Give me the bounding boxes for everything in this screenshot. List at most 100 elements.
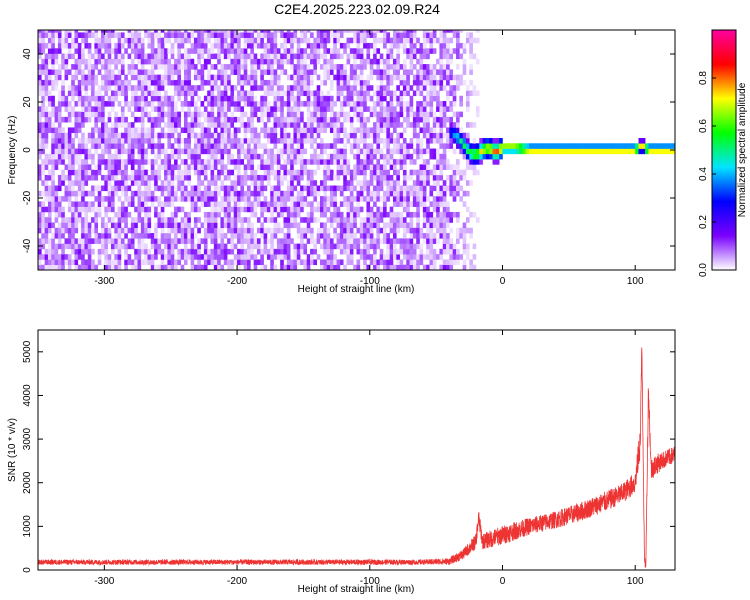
spectrogram-cell [399,32,404,38]
spectrogram-cell [492,159,497,165]
spectrogram-cell [197,32,201,38]
spectrogram-cell [449,90,454,97]
spectrogram-cell [359,53,364,60]
spectrogram-cell [383,196,387,202]
spectrogram-cell [386,254,390,260]
spectrogram-cell [54,58,59,65]
spectrogram-cell [290,201,294,207]
spectrogram-cell [389,53,394,60]
spectrogram-cell [140,53,145,60]
spectrogram-cell [422,32,427,38]
spectrogram-cell [286,222,291,229]
spectrogram-cell [67,233,72,239]
spectrogram-cell [87,227,92,234]
spectrogram-cell [97,164,102,170]
spectrogram-cell [94,101,99,107]
spectrogram-cell [392,106,397,112]
spectrogram-cell [303,90,308,97]
spectrogram-cell [432,127,437,134]
spectrogram-cell [91,127,95,134]
spectrogram-cell [273,201,278,207]
spectrogram-cell [442,101,447,107]
spectrogram-cell [74,85,79,91]
spectrogram-cell [329,248,334,255]
spectrogram-cell [107,238,112,244]
spectrogram-cell [203,264,208,270]
spectrogram-cell [333,32,337,38]
spectrogram-cell [256,238,261,244]
spectrogram-cell [223,101,228,107]
spectrogram-cell [396,37,400,44]
spectrogram-cell [150,164,155,170]
spectrogram-cell [67,185,72,192]
spectrogram-cell [117,53,122,60]
spectrogram-cell [469,69,473,75]
spectrogram-cell [293,211,298,218]
spectrogram-cell [300,196,304,202]
spectrogram-cell [183,79,188,86]
spectrogram-cell [223,90,228,97]
spectrogram-cell [572,143,576,149]
spectrogram-cell [250,169,254,176]
spectrogram-cell [416,106,420,112]
spectrogram-cell [38,53,42,60]
spectrogram-cell [213,164,218,170]
spectrogram-cell [114,74,118,81]
spectrogram-cell [449,238,454,244]
spectrogram-cell [237,259,241,266]
spectrogram-cell [97,190,102,197]
spectrogram-cell [260,42,264,49]
spectrogram-cell [499,143,503,149]
spectrogram-cell [44,217,49,223]
spectrogram-cell [296,233,301,239]
spectrogram-cell [392,264,397,270]
spectrogram-cell [157,111,162,118]
spectrogram-cell [187,164,191,170]
spectrogram-cell [266,79,271,86]
spectrogram-cell [57,127,62,134]
spectrogram-cell [392,127,397,134]
spectrogram-cell [376,122,381,128]
spectrogram-cell [412,190,417,197]
spectrogram-cell [38,153,42,160]
spectrogram-cell [276,243,281,250]
spectrogram-cell [91,106,95,112]
spectrogram-cell [343,42,347,49]
spectrogram-cell [436,37,440,44]
spectrogram-cell [154,48,158,54]
spectrogram-cell [409,58,414,65]
spectrogram-cell [296,248,301,255]
spectrogram-cell [449,132,454,139]
spectrogram-cell [263,95,268,102]
spectrogram-cell [343,201,347,207]
spectrogram-cell [160,48,165,54]
spectrogram-cell [247,264,251,270]
spectrogram-cell [293,111,298,118]
spectrogram-cell [399,248,404,255]
spectrogram-cell [369,143,374,149]
spectrogram-cell [190,116,195,123]
spectrogram-cell [270,69,274,75]
spectrogram-cell [472,169,477,176]
spectrogram-cell [243,196,248,202]
spectrogram-cell [389,248,394,255]
spectrogram-cell [346,30,351,33]
spectrogram-cell [87,190,92,197]
spectrogram-cell [456,238,460,244]
spectrogram-cell [177,58,181,65]
spectrogram-cell [154,248,158,255]
spectrogram-cell [104,69,108,75]
spectrogram-cell [475,148,480,155]
spectrogram-cell [157,58,162,65]
spectrogram-cell [392,233,397,239]
spectrogram-cell [213,190,218,197]
spectrogram-cell [339,85,344,91]
spectrogram-cell [409,37,414,44]
spectrogram-cell [247,196,251,202]
spectrogram-cell [220,37,225,44]
spectrogram-cell [439,164,444,170]
spectrogram-cell [263,174,268,181]
spectrogram-cell [74,196,79,202]
spectrogram-cell [293,74,298,81]
spectrogram-cell [465,180,470,186]
